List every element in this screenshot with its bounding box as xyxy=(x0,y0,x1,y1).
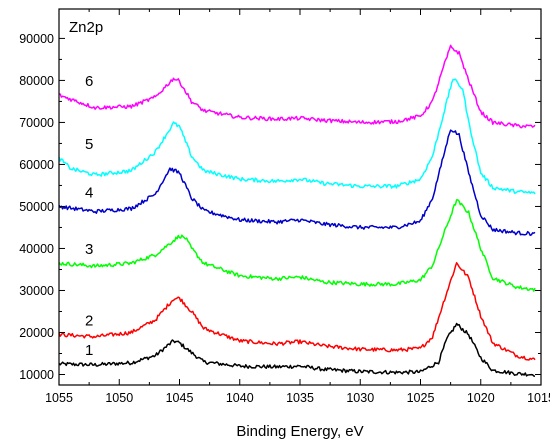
series-label-5: 5 xyxy=(85,136,93,153)
x-tick-label: 1040 xyxy=(226,391,254,405)
y-tick-label: 10000 xyxy=(19,368,54,382)
series-labels-layer: 1 2 3 4 5 6 xyxy=(85,73,93,359)
x-tick-label: 1050 xyxy=(105,391,133,405)
ticks-layer xyxy=(58,9,542,385)
tick-labels-layer: 1055 1050 1045 1040 1035 1030 1025 1020 1015 1000… xyxy=(19,32,550,405)
series-line-1 xyxy=(58,322,536,377)
y-tick-label: 20000 xyxy=(19,326,54,340)
series-label-4: 4 xyxy=(85,184,93,201)
plot-frame xyxy=(58,8,542,386)
series-line-2 xyxy=(58,262,536,361)
series-line-3 xyxy=(58,199,536,292)
series-label-2: 2 xyxy=(85,313,93,330)
y-tick-label: 70000 xyxy=(19,116,54,130)
series-line-6 xyxy=(58,44,536,129)
y-tick-label: 90000 xyxy=(19,32,54,46)
series-line-4 xyxy=(58,129,536,237)
series-line-5 xyxy=(58,78,536,195)
x-tick-label: 1035 xyxy=(286,391,314,405)
series-label-6: 6 xyxy=(85,73,93,90)
chart-title: Zn2p xyxy=(69,19,103,36)
series-label-1: 1 xyxy=(85,342,93,359)
x-tick-label: 1015 xyxy=(527,391,550,405)
y-tick-label: 40000 xyxy=(19,242,54,256)
series-layer xyxy=(58,44,536,377)
y-tick-label: 50000 xyxy=(19,200,54,214)
series-label-3: 3 xyxy=(85,241,93,258)
x-tick-label: 1045 xyxy=(166,391,194,405)
x-axis-title: Binding Energy, eV xyxy=(236,423,363,440)
x-tick-label: 1020 xyxy=(467,391,495,405)
x-tick-label: 1025 xyxy=(407,391,435,405)
x-tick-label: 1030 xyxy=(346,391,374,405)
y-tick-label: 80000 xyxy=(19,74,54,88)
x-tick-label: 1055 xyxy=(45,391,73,405)
y-tick-label: 30000 xyxy=(19,284,54,298)
y-tick-label: 60000 xyxy=(19,158,54,172)
